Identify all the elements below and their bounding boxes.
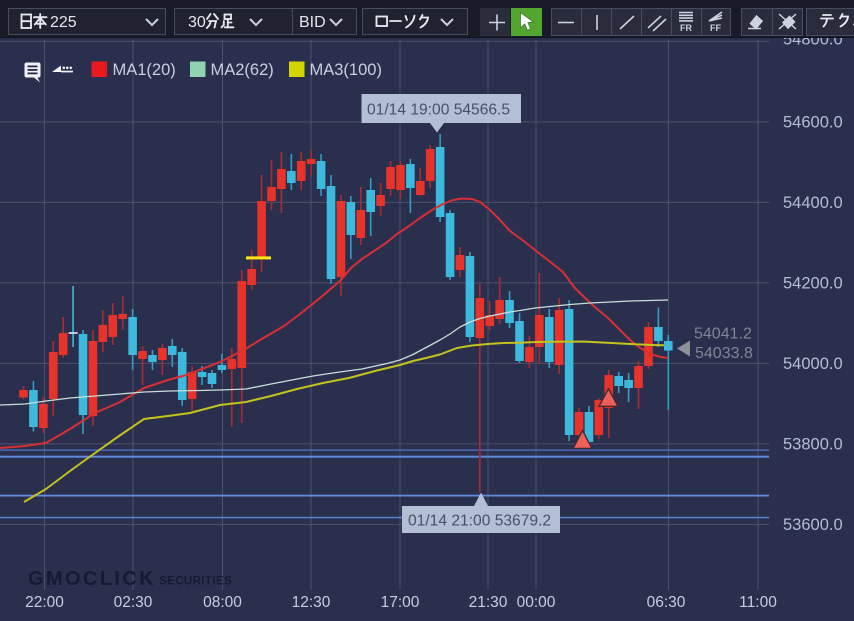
svg-text:53800.0: 53800.0 xyxy=(783,435,843,453)
svg-text:06:30: 06:30 xyxy=(647,594,686,611)
svg-text:54000.0: 54000.0 xyxy=(783,355,843,373)
svg-text:54400.0: 54400.0 xyxy=(783,194,843,212)
svg-text:53600.0: 53600.0 xyxy=(783,516,843,534)
svg-text:54033.8: 54033.8 xyxy=(695,345,753,362)
svg-text:54600.0: 54600.0 xyxy=(783,113,843,131)
svg-text:02:30: 02:30 xyxy=(114,594,153,611)
svg-text:BID: BID xyxy=(299,14,326,31)
svg-text:11:00: 11:00 xyxy=(739,594,777,611)
svg-text:21:30: 21:30 xyxy=(469,594,508,611)
svg-text:FR: FR xyxy=(680,23,692,33)
svg-text:01/14 19:00 54566.5: 01/14 19:00 54566.5 xyxy=(367,102,510,119)
svg-text:17:00: 17:00 xyxy=(381,594,420,611)
svg-text:01/14 21:00 53679.2: 01/14 21:00 53679.2 xyxy=(408,513,551,530)
svg-text:MA2(62): MA2(62) xyxy=(211,61,274,79)
svg-text:MA1(20): MA1(20) xyxy=(113,61,176,79)
svg-text:225: 225 xyxy=(50,14,77,31)
svg-text:MA3(100): MA3(100) xyxy=(310,61,382,79)
svg-text:54041.2: 54041.2 xyxy=(694,326,752,343)
svg-text:12:30: 12:30 xyxy=(292,594,331,611)
svg-text:22:00: 22:00 xyxy=(25,594,64,611)
svg-text:00:00: 00:00 xyxy=(517,594,556,611)
svg-text:08:00: 08:00 xyxy=(203,594,242,611)
svg-text:30: 30 xyxy=(188,14,206,31)
svg-text:54200.0: 54200.0 xyxy=(783,274,843,292)
svg-text:FF: FF xyxy=(710,23,721,33)
